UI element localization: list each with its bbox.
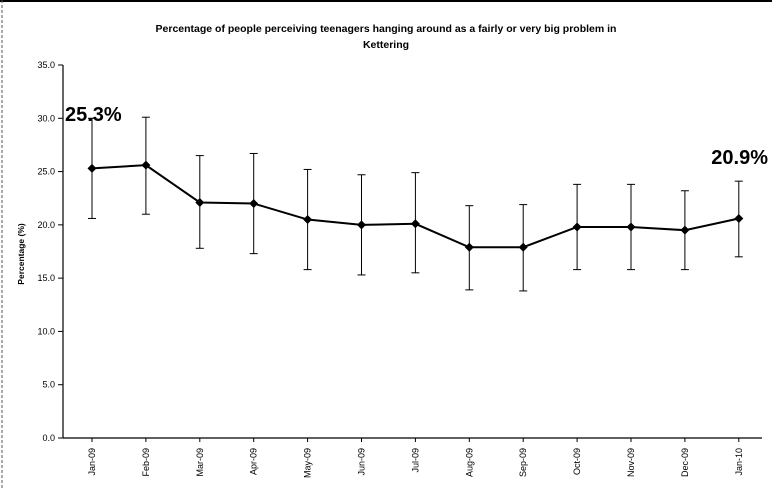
data-point-marker xyxy=(195,197,205,207)
data-point-marker xyxy=(734,213,744,223)
data-point-marker xyxy=(518,242,528,252)
x-tick-label: Jan-10 xyxy=(734,448,744,476)
data-point-marker xyxy=(680,225,690,235)
data-point-marker xyxy=(357,220,366,230)
value-annotation: 25.3% xyxy=(65,104,122,126)
y-tick-label: 30.0 xyxy=(37,113,55,123)
y-tick-label: 20.0 xyxy=(37,220,55,230)
data-point-marker xyxy=(626,222,636,232)
chart-title-line2: Kettering xyxy=(363,39,409,51)
x-tick-label: Oct-09 xyxy=(572,448,582,475)
data-point-marker xyxy=(141,160,151,170)
x-tick-label: Mar-09 xyxy=(195,448,205,477)
value-annotation: 20.9% xyxy=(711,147,768,169)
data-point-marker xyxy=(249,199,259,209)
x-tick-label: Jul-09 xyxy=(410,448,420,473)
y-axis-label: Percentage (%) xyxy=(16,223,26,285)
x-tick-label: Aug-09 xyxy=(464,448,474,477)
x-tick-label: Dec-09 xyxy=(680,448,690,477)
x-tick-label: Feb-09 xyxy=(141,448,151,477)
data-point-marker xyxy=(87,163,97,173)
x-tick-label: Sep-09 xyxy=(518,448,528,477)
y-tick-label: 15.0 xyxy=(37,273,55,283)
data-point-marker xyxy=(303,215,313,225)
chart-title-line1: Percentage of people perceiving teenager… xyxy=(156,23,617,35)
x-tick-label: Apr-09 xyxy=(249,448,259,475)
y-tick-label: 0.0 xyxy=(42,433,55,443)
x-tick-label: Jan-09 xyxy=(87,448,97,476)
data-point-marker xyxy=(464,242,474,252)
x-tick-label: Nov-09 xyxy=(626,448,636,477)
y-tick-label: 25.0 xyxy=(37,167,55,177)
y-tick-label: 10.0 xyxy=(37,326,55,336)
data-point-marker xyxy=(410,219,420,229)
y-tick-label: 35.0 xyxy=(37,60,55,70)
plot-area: 0.0 5.0 10.0 15.0 20.0 25.0 30.0 35.0 Jan-09 Feb-… xyxy=(37,60,768,478)
x-tick-label: May-09 xyxy=(303,448,313,478)
x-tick-label: Jun-09 xyxy=(357,448,367,476)
data-point-marker xyxy=(572,222,582,232)
y-tick-label: 5.0 xyxy=(42,380,55,390)
